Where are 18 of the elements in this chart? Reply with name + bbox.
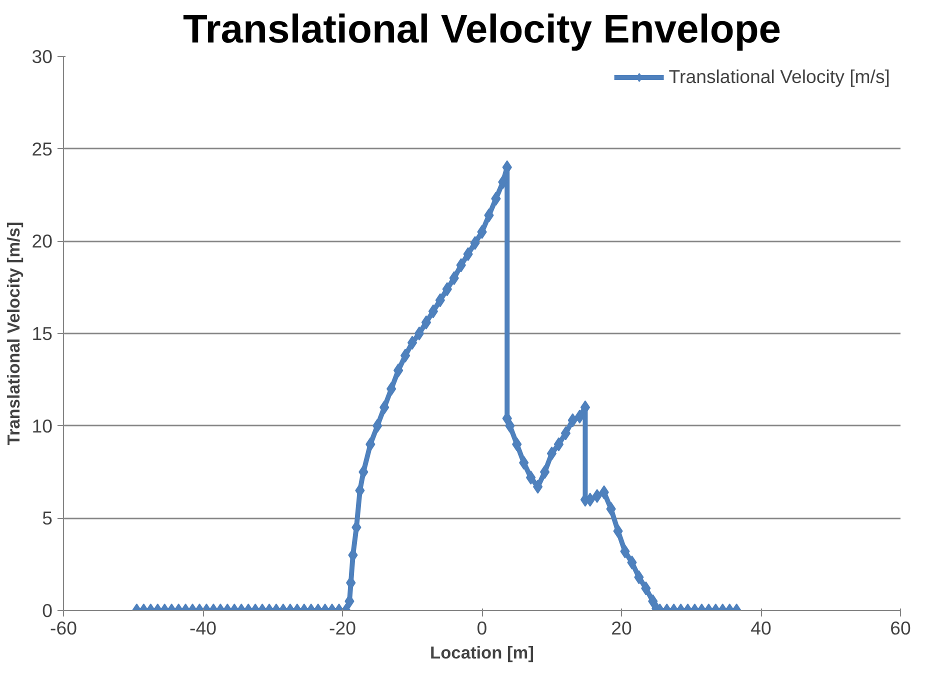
- y-tick-label: 15: [32, 323, 53, 344]
- x-tick-label: -60: [50, 618, 77, 638]
- x-axis-title: Location [m]: [430, 642, 534, 662]
- x-tick-label: 40: [750, 618, 772, 638]
- y-tick-label: 25: [32, 138, 53, 160]
- y-tick-label: 0: [42, 600, 53, 621]
- x-tick-label: 0: [476, 618, 488, 638]
- y-tick-label: 30: [32, 46, 53, 67]
- y-tick-label: 10: [32, 415, 53, 436]
- legend-label: Translational Velocity [m/s]: [668, 66, 890, 88]
- x-tick-label: 20: [611, 618, 632, 638]
- x-tick-label: -20: [329, 618, 356, 638]
- x-tick-label: -40: [190, 618, 216, 638]
- y-tick-label: 5: [42, 508, 53, 529]
- chart-title: Translational Velocity Envelope: [183, 8, 782, 52]
- y-axis-title: Translational Velocity [m/s]: [4, 222, 24, 446]
- y-tick-label: 20: [32, 230, 53, 252]
- x-tick-label: 60: [890, 618, 911, 638]
